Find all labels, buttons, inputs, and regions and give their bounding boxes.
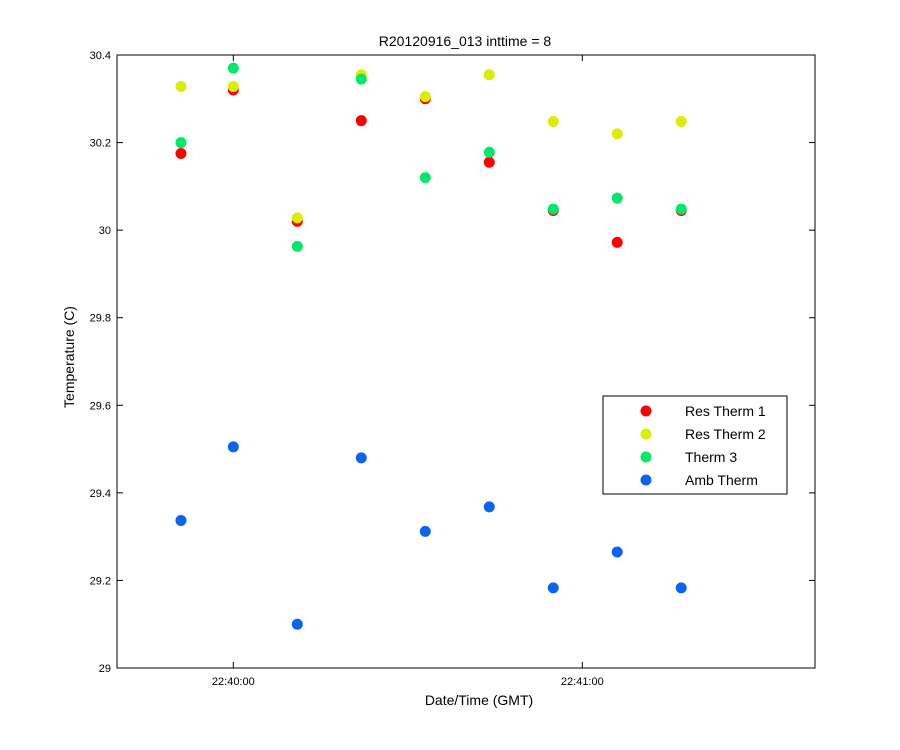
data-point xyxy=(291,618,303,630)
y-tick-label: 29.6 xyxy=(90,400,111,412)
data-point xyxy=(483,146,495,158)
y-axis: 29 29.2 29.4 29.6 29.8 30 30.2 30.4 xyxy=(90,50,815,675)
series-res-therm-2 xyxy=(175,69,687,224)
plot-area xyxy=(116,54,816,669)
data-points xyxy=(175,62,687,630)
legend-marker xyxy=(640,405,652,417)
x-axis-label: Date/Time (GMT) xyxy=(425,692,533,708)
series-amb-therm xyxy=(175,441,687,630)
chart-title: R20120916_013 inttime = 8 xyxy=(379,33,552,49)
legend-marker xyxy=(640,428,652,440)
x-tick-label: 22:41:00 xyxy=(561,676,604,688)
data-point xyxy=(483,156,495,168)
data-point xyxy=(483,501,495,513)
data-point xyxy=(675,203,687,215)
data-point xyxy=(547,582,559,594)
legend-label: Res Therm 2 xyxy=(685,426,766,442)
y-axis-label: Temperature (C) xyxy=(61,306,77,408)
legend-marker xyxy=(640,451,652,463)
data-point xyxy=(355,115,367,127)
data-point xyxy=(419,172,431,184)
y-tick-label: 29.8 xyxy=(90,313,111,325)
data-point xyxy=(675,116,687,128)
legend-box xyxy=(602,395,788,495)
y-tick-label: 29.4 xyxy=(90,488,111,500)
y-tick-label: 30 xyxy=(99,225,111,237)
legend: Res Therm 1 Res Therm 2 Therm 3 Amb Therm xyxy=(602,395,788,495)
data-point xyxy=(611,546,623,558)
data-point xyxy=(291,212,303,224)
data-point xyxy=(175,137,187,149)
data-point xyxy=(355,452,367,464)
data-point xyxy=(611,192,623,204)
x-axis: 22:40:00 22:41:00 xyxy=(212,55,604,688)
data-point xyxy=(675,582,687,594)
data-point xyxy=(227,441,239,453)
data-point xyxy=(227,81,239,93)
legend-label: Amb Therm xyxy=(685,472,758,488)
data-point xyxy=(611,236,623,248)
data-point xyxy=(175,148,187,160)
data-point xyxy=(547,203,559,215)
legend-label: Therm 3 xyxy=(685,449,737,465)
data-point xyxy=(419,91,431,103)
data-point xyxy=(419,525,431,537)
x-tick-label: 22:40:00 xyxy=(212,676,255,688)
data-point xyxy=(483,69,495,81)
legend-label: Res Therm 1 xyxy=(685,403,766,419)
data-point xyxy=(611,128,623,140)
series-therm-3 xyxy=(175,62,687,252)
legend-marker xyxy=(640,474,652,486)
data-point xyxy=(291,240,303,252)
y-tick-label: 29.2 xyxy=(90,575,111,587)
y-tick-label: 30.2 xyxy=(90,138,111,150)
y-tick-label: 29 xyxy=(99,663,111,675)
y-tick-label: 30.4 xyxy=(90,50,111,62)
data-point xyxy=(175,81,187,93)
data-point xyxy=(547,116,559,128)
data-point xyxy=(355,73,367,85)
data-point xyxy=(175,514,187,526)
data-point xyxy=(227,62,239,74)
